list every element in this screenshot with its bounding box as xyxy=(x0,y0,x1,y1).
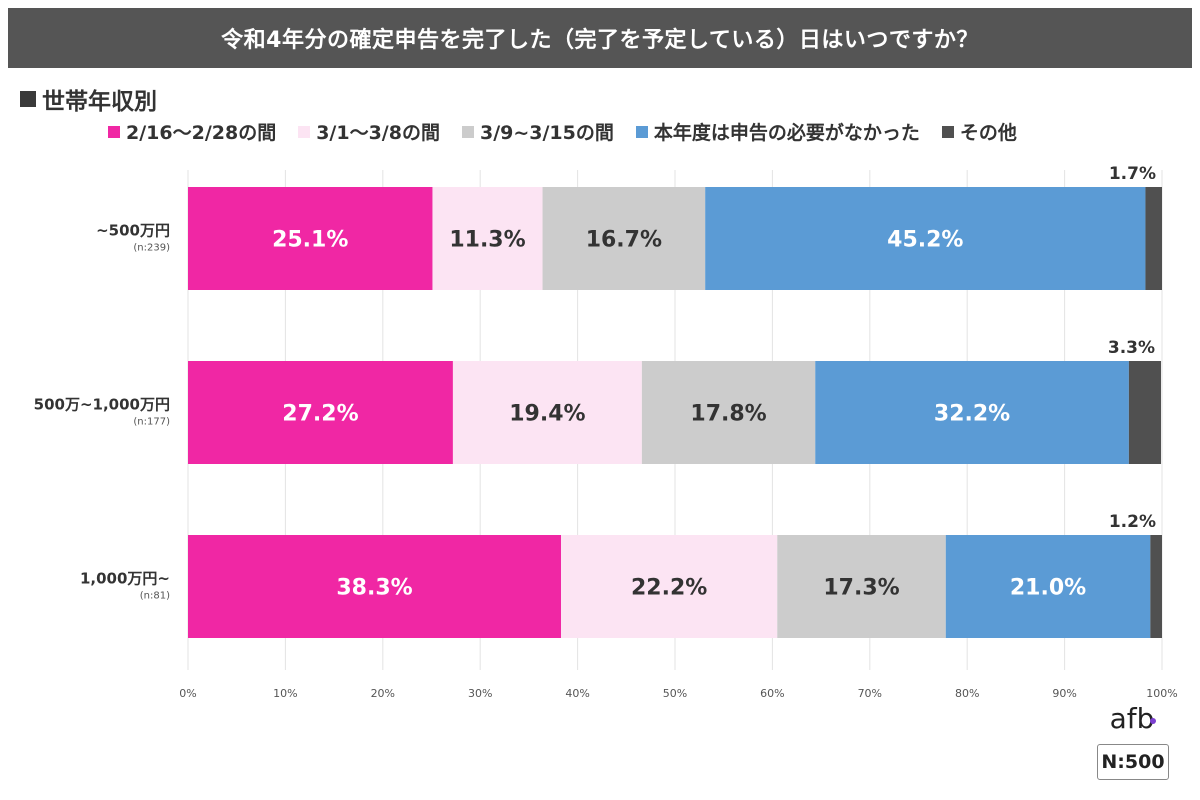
chart-subtitle: 世帯年収別 xyxy=(20,82,157,116)
bar-segment xyxy=(561,535,778,638)
bar-segment xyxy=(432,187,543,290)
square-icon xyxy=(20,91,36,107)
bar-segment xyxy=(641,361,816,464)
category-label: 1,000万円~ xyxy=(80,570,170,588)
x-tick-label: 70% xyxy=(858,687,882,700)
afb-logo-dot xyxy=(1150,718,1156,724)
category-label: ~500万円 xyxy=(96,222,170,240)
bar-segment xyxy=(542,187,706,290)
legend-label-1: 3/1～3/8の間 xyxy=(316,122,440,144)
legend-item-3: 本年度は申告の必要がなかった xyxy=(635,118,920,145)
legend-item-4: その他 xyxy=(941,118,1017,145)
bar-segment xyxy=(188,361,453,464)
x-tick-label: 60% xyxy=(760,687,784,700)
data-label: 45.2% xyxy=(887,228,963,253)
legend-swatch-3 xyxy=(635,125,648,138)
x-tick-label: 80% xyxy=(955,687,979,700)
data-label: 16.7% xyxy=(586,228,662,253)
category-label: 500万~1,000万円 xyxy=(34,396,170,414)
data-label: 27.2% xyxy=(282,402,358,427)
bar-segment xyxy=(1145,187,1162,290)
legend-item-0: 2/16～2/28の間 xyxy=(108,118,276,145)
legend-label-4: その他 xyxy=(959,122,1017,144)
bar-segment xyxy=(945,535,1151,638)
bar-segment xyxy=(1150,535,1162,638)
bar-segment xyxy=(188,187,433,290)
x-tick-label: 50% xyxy=(663,687,687,700)
data-label: 17.8% xyxy=(690,402,766,427)
legend-swatch-0 xyxy=(108,125,120,138)
x-tick-label: 20% xyxy=(371,687,395,700)
legend-label-3: 本年度は申告の必要がなかった xyxy=(653,122,920,144)
afb-logo-text: afb xyxy=(1110,702,1155,735)
data-label: 17.3% xyxy=(823,576,899,601)
bar-segment xyxy=(1128,361,1162,464)
data-label: 19.4% xyxy=(509,402,585,427)
data-label: 25.1% xyxy=(272,228,348,253)
bar-segment xyxy=(452,361,642,464)
category-n-label: (n:81) xyxy=(140,591,170,602)
x-tick-label: 0% xyxy=(179,687,196,700)
sample-size-badge: N:500 xyxy=(1097,744,1169,780)
data-label-outside: 1.2% xyxy=(1109,512,1156,532)
category-n-label: (n:239) xyxy=(133,243,170,254)
data-label: 11.3% xyxy=(449,228,525,253)
data-label: 38.3% xyxy=(336,576,412,601)
x-tick-label: 30% xyxy=(468,687,492,700)
x-tick-label: 10% xyxy=(273,687,297,700)
bar-segment xyxy=(188,535,562,638)
category-n-label: (n:177) xyxy=(133,417,170,428)
x-tick-label: 100% xyxy=(1146,687,1177,700)
bar-segment xyxy=(815,361,1129,464)
data-label: 32.2% xyxy=(934,402,1010,427)
data-label: 22.2% xyxy=(631,576,707,601)
legend-item-2: 3/9~3/15の間 xyxy=(461,118,614,145)
legend-label-2: 3/9~3/15の間 xyxy=(479,122,614,144)
afb-logo: afb xyxy=(1100,702,1164,736)
legend-swatch-2 xyxy=(461,125,474,138)
x-tick-label: 40% xyxy=(565,687,589,700)
legend: 2/16～2/28の間 3/1～3/8の間 3/9~3/15の間 本年度は申告の… xyxy=(108,118,1017,145)
bar-segment xyxy=(705,187,1146,290)
subtitle-text: 世帯年収別 xyxy=(42,89,157,115)
data-label-outside: 1.7% xyxy=(1109,164,1156,184)
data-label-outside: 3.3% xyxy=(1108,338,1155,358)
data-label: 21.0% xyxy=(1010,576,1086,601)
legend-swatch-4 xyxy=(941,125,954,138)
x-tick-label: 90% xyxy=(1052,687,1076,700)
legend-item-1: 3/1～3/8の間 xyxy=(298,118,440,145)
bar-segment xyxy=(777,535,946,638)
legend-swatch-1 xyxy=(298,125,311,138)
legend-label-0: 2/16～2/28の間 xyxy=(126,122,277,144)
chart-title: 令和4年分の確定申告を完了した（完了を予定している）日はいつですか？ xyxy=(8,8,1192,68)
afb-logo-icon: afb xyxy=(1110,702,1156,735)
